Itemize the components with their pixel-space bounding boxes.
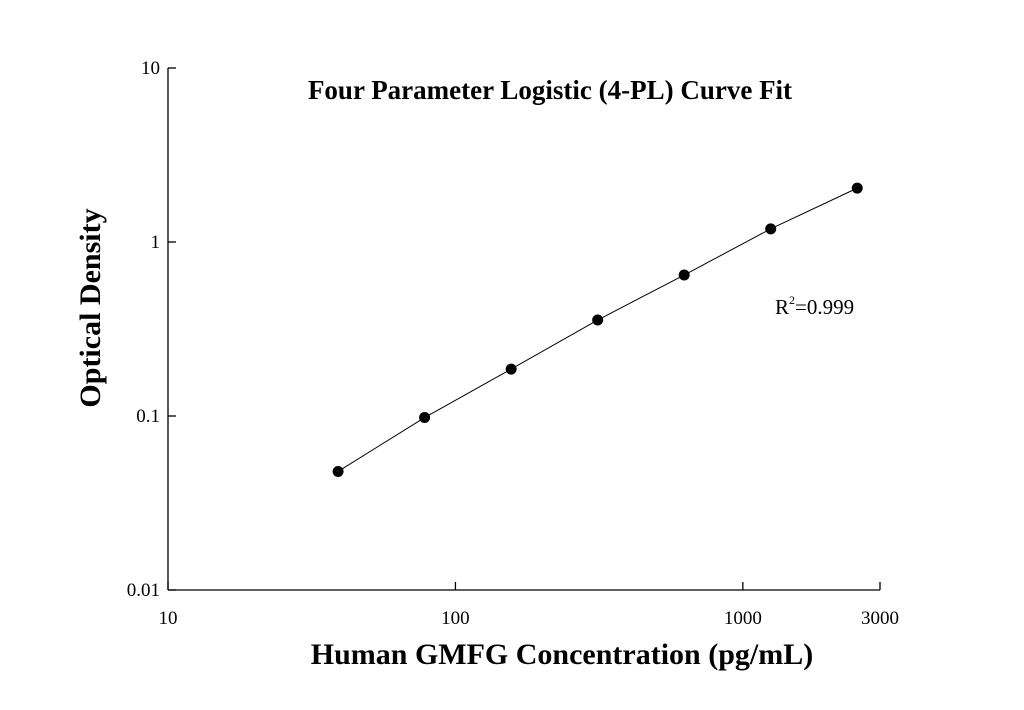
x-tick-label: 10 (159, 608, 178, 629)
y-tick-label: 0.1 (136, 406, 160, 427)
data-point (851, 182, 863, 194)
annotation-base: R (775, 295, 789, 319)
chart-title: Four Parameter Logistic (4-PL) Curve Fit (308, 75, 792, 105)
y-tick-label: 1 (151, 232, 161, 253)
annotation-sup: 2 (789, 293, 795, 307)
data-point (505, 363, 517, 375)
y-axis-label: Optical Density (74, 208, 107, 407)
data-point (592, 314, 604, 326)
x-tick-label: 3000 (861, 608, 899, 629)
data-point (765, 223, 777, 235)
x-tick-label: 1000 (724, 608, 762, 629)
y-tick-label: 0.01 (127, 580, 160, 601)
annotation: R2=0.999 (775, 293, 854, 319)
data-point (332, 465, 344, 477)
data-point (678, 269, 690, 281)
data-point (419, 412, 431, 424)
x-axis-label: Human GMFG Concentration (pg/mL) (311, 638, 814, 671)
y-tick-label: 10 (141, 58, 160, 79)
annotation-text: =0.999 (795, 295, 854, 319)
x-tick-label: 100 (441, 608, 470, 629)
